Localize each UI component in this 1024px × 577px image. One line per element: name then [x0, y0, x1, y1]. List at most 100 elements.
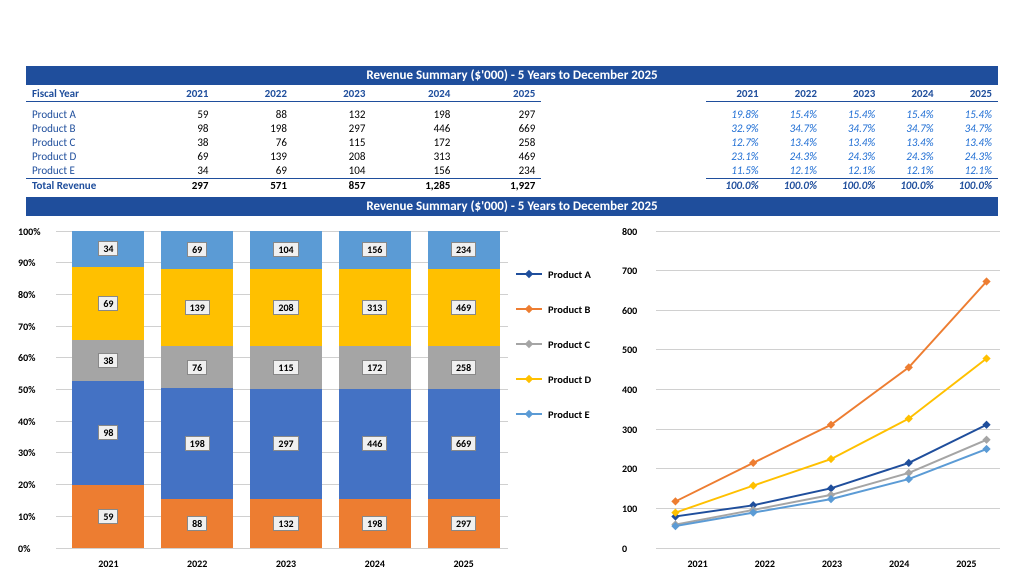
x-axis-label: 2025	[453, 557, 473, 570]
product-label: Product C	[26, 136, 136, 150]
bar-segment: 132	[250, 499, 322, 548]
bar-column: 881987613969	[161, 231, 233, 548]
pct-cell: 12.1%	[940, 164, 998, 179]
line-marker	[749, 458, 757, 466]
value-cell: 104	[293, 164, 371, 179]
bar-segment-label: 297	[273, 436, 298, 451]
table-row: Product B98198297446669	[26, 122, 541, 136]
legend-marker	[516, 378, 542, 380]
bar-segment: 98	[72, 381, 144, 485]
table-row: Product D69139208313469	[26, 150, 541, 164]
value-cell: 132	[293, 108, 371, 122]
year-header: 2022	[765, 87, 823, 102]
bar-column: 297669258469234	[428, 231, 500, 548]
y-axis-label: 20%	[18, 478, 35, 491]
bar-segment-label: 76	[187, 360, 207, 375]
y-axis-label: 400	[622, 383, 637, 396]
value-cell: 198	[371, 108, 456, 122]
line-series	[675, 439, 986, 524]
value-cell: 469	[456, 150, 541, 164]
bar-segment: 69	[161, 231, 233, 269]
value-cell: 297	[456, 108, 541, 122]
legend-marker-dot	[525, 340, 533, 348]
bar-segment-label: 234	[451, 242, 476, 257]
fiscal-year-header: Fiscal Year	[26, 87, 136, 102]
bar-segment-label: 172	[362, 360, 387, 375]
tables-row: Fiscal Year 2021 2022 2023 2024 2025 Pro…	[26, 87, 998, 193]
bar-segment-label: 69	[98, 296, 118, 311]
bar-segment-label: 446	[362, 436, 387, 451]
total-cell: 1,927	[456, 178, 541, 193]
bar-segment-label: 156	[362, 242, 387, 257]
value-cell: 69	[214, 164, 292, 179]
table-row: 19.8%15.4%15.4%15.4%15.4%	[706, 108, 998, 122]
total-cell: 297	[136, 178, 214, 193]
pct-cell: 34.7%	[881, 122, 939, 136]
x-axis-label: 2024	[889, 557, 909, 570]
bar-segment: 172	[339, 346, 411, 388]
pct-cell: 23.1%	[706, 150, 764, 164]
legend-item: Product A	[516, 268, 616, 281]
legend-label: Product B	[548, 303, 590, 316]
bar-segment: 115	[250, 346, 322, 389]
chart-legend: Product AProduct BProduct CProduct DProd…	[516, 216, 616, 576]
total-cell: 571	[214, 178, 292, 193]
values-table: Fiscal Year 2021 2022 2023 2024 2025 Pro…	[26, 87, 541, 193]
x-axis-label: 2023	[822, 557, 842, 570]
y-axis-label: 60%	[18, 351, 35, 364]
bar-segment-label: 669	[451, 436, 476, 451]
y-axis-label: 100%	[18, 225, 41, 238]
y-axis-label: 800	[622, 225, 637, 238]
bar-column: 198446172313156	[339, 231, 411, 548]
product-label: Product A	[26, 108, 136, 122]
values-header-row: Fiscal Year 2021 2022 2023 2024 2025	[26, 87, 541, 102]
pct-cell: 13.4%	[881, 136, 939, 150]
total-pct-cell: 100.0%	[940, 178, 998, 193]
pct-cell: 13.4%	[940, 136, 998, 150]
legend-item: Product B	[516, 303, 616, 316]
table-row: 12.7%13.4%13.4%13.4%13.4%	[706, 136, 998, 150]
pct-cell: 24.3%	[765, 150, 823, 164]
line-chart: 0100200300400500600700800 20212022202320…	[616, 216, 1008, 576]
pct-cell: 15.4%	[881, 108, 939, 122]
y-axis-label: 10%	[18, 510, 35, 523]
bar-segment-label: 38	[98, 353, 118, 368]
line-marker	[982, 420, 990, 428]
bar-segment-label: 115	[273, 360, 298, 375]
y-axis-label: 30%	[18, 446, 35, 459]
bar-segment-label: 69	[187, 242, 207, 257]
pct-cell: 12.1%	[881, 164, 939, 179]
total-pct-cell: 100.0%	[706, 178, 764, 193]
x-axis-label: 2025	[956, 557, 976, 570]
legend-item: Product E	[516, 408, 616, 421]
legend-marker	[516, 273, 542, 275]
value-cell: 59	[136, 108, 214, 122]
table-row: 23.1%24.3%24.3%24.3%24.3%	[706, 150, 998, 164]
bar-segment: 297	[428, 499, 500, 548]
pct-cell: 24.3%	[940, 150, 998, 164]
pct-cell: 34.7%	[940, 122, 998, 136]
year-header: 2022	[214, 87, 292, 102]
value-cell: 88	[214, 108, 292, 122]
y-axis-label: 600	[622, 304, 637, 317]
gridline	[56, 548, 508, 549]
line-marker	[749, 481, 757, 489]
total-row: 100.0%100.0%100.0%100.0%100.0%	[706, 178, 998, 193]
line-marker	[982, 444, 990, 452]
year-header: 2024	[371, 87, 456, 102]
pct-cell: 12.1%	[823, 164, 881, 179]
value-cell: 198	[214, 122, 292, 136]
line-marker	[982, 435, 990, 443]
pct-cell: 34.7%	[823, 122, 881, 136]
table-row: 32.9%34.7%34.7%34.7%34.7%	[706, 122, 998, 136]
legend-label: Product A	[548, 268, 591, 281]
line-marker	[905, 458, 913, 466]
x-axis-label: 2022	[187, 557, 207, 570]
legend-marker-dot	[525, 410, 533, 418]
pct-cell: 19.8%	[706, 108, 764, 122]
product-label: Product B	[26, 122, 136, 136]
bar-segment: 139	[161, 269, 233, 346]
bar-segment: 76	[161, 346, 233, 388]
bar-segment: 208	[250, 269, 322, 346]
pct-cell: 32.9%	[706, 122, 764, 136]
